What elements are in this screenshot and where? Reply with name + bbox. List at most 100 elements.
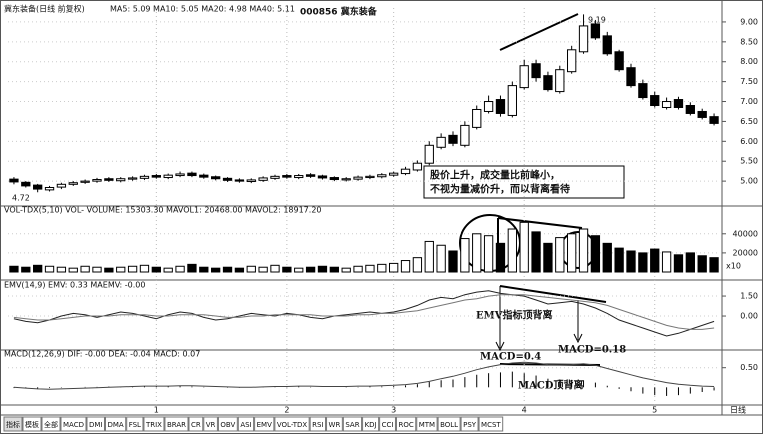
panel-title: MACD(12,26,9) DIF: -0.00 DEA: -0.04 MACD… xyxy=(4,350,200,359)
volume-bar xyxy=(104,267,114,273)
tab[interactable] xyxy=(460,416,479,432)
tab[interactable] xyxy=(22,416,42,432)
tab[interactable] xyxy=(416,416,438,432)
tab[interactable] xyxy=(41,416,61,432)
tab[interactable] xyxy=(254,416,275,432)
candle-body xyxy=(614,51,624,71)
tab[interactable] xyxy=(274,416,310,432)
candle-body xyxy=(709,116,719,124)
volume-bar xyxy=(436,244,446,273)
candle-body xyxy=(317,175,328,179)
tab-label[interactable]: CCI xyxy=(382,421,394,429)
volume-bar xyxy=(353,265,363,273)
tab[interactable] xyxy=(437,416,461,432)
volume-bar xyxy=(567,233,577,273)
candle-body xyxy=(661,101,672,108)
tab[interactable] xyxy=(188,416,204,432)
tab-label[interactable]: CR xyxy=(191,421,201,429)
tab[interactable] xyxy=(60,416,87,432)
tab-label[interactable]: ROC xyxy=(398,421,413,429)
tab-label[interactable]: MACD xyxy=(63,421,84,429)
tab[interactable] xyxy=(104,416,127,432)
volume-bar xyxy=(270,264,280,273)
tab-label[interactable]: ASI xyxy=(240,421,251,429)
volume-bar xyxy=(483,235,494,273)
tab[interactable] xyxy=(326,416,343,432)
y-tick-label: 9.00 xyxy=(740,17,758,26)
tab[interactable] xyxy=(217,416,238,432)
candle-body xyxy=(21,181,31,187)
period[interactable]: 日线 xyxy=(730,405,746,415)
tab[interactable] xyxy=(143,416,165,432)
tab[interactable] xyxy=(164,416,189,432)
y-tick-label: 5.00 xyxy=(740,177,758,186)
tab-label[interactable]: 指标 xyxy=(6,420,20,429)
tab-label[interactable]: FSL xyxy=(129,421,141,429)
tab-label[interactable]: OBV xyxy=(220,421,235,429)
tab-label[interactable]: PSY xyxy=(463,421,477,429)
tab-label[interactable]: DMA xyxy=(107,421,123,429)
tab-label[interactable]: 全部 xyxy=(44,420,58,429)
tab-label[interactable]: VOL-TDX xyxy=(277,421,308,429)
tab-label[interactable]: DMI xyxy=(89,421,103,429)
tab[interactable] xyxy=(237,416,255,432)
volume-bar xyxy=(294,267,304,273)
y-tick-label: 7.50 xyxy=(740,77,758,86)
tab[interactable] xyxy=(203,416,218,432)
arrow-head xyxy=(573,333,583,344)
candle-body xyxy=(389,172,399,176)
y-tick-label: 6.50 xyxy=(740,117,758,126)
candle-body xyxy=(673,99,684,108)
tab[interactable] xyxy=(3,416,23,432)
tab-label[interactable]: RSI xyxy=(312,421,323,429)
candle-body xyxy=(365,175,375,179)
volume-bar xyxy=(80,265,90,273)
tab[interactable] xyxy=(86,416,105,432)
volume-bar xyxy=(590,235,601,273)
tab-label[interactable]: EMV xyxy=(257,421,272,429)
candle-body xyxy=(151,175,161,178)
x-tick-label: 4 xyxy=(522,406,527,415)
tab-label[interactable]: TRIX xyxy=(145,421,162,429)
volume-bar xyxy=(389,262,399,273)
candle-body xyxy=(567,49,577,73)
volume-bar xyxy=(531,231,541,273)
tab[interactable] xyxy=(362,416,380,432)
tab[interactable] xyxy=(379,416,396,432)
tab[interactable] xyxy=(342,416,363,432)
y-tick-label: 7.00 xyxy=(740,97,758,106)
tab-label[interactable]: SAR xyxy=(345,421,359,429)
volume-bar xyxy=(9,265,19,273)
tab-label[interactable]: BRAR xyxy=(167,421,186,429)
candle-body xyxy=(163,174,173,179)
tab-label[interactable]: 模板 xyxy=(25,420,39,429)
tab-label[interactable]: KDJ xyxy=(365,421,377,429)
panel-title: EMV(14,9) EMV: 0.33 MAEMV: -0.00 xyxy=(4,281,146,290)
tab-label[interactable]: MTM xyxy=(419,421,435,429)
tab[interactable] xyxy=(309,416,327,432)
arrow-head xyxy=(495,341,505,352)
candle-body xyxy=(187,172,197,177)
candle-body xyxy=(270,175,280,179)
tab[interactable] xyxy=(126,416,144,432)
tab-label[interactable]: MCST xyxy=(481,421,501,429)
tab[interactable] xyxy=(478,416,504,432)
candle-body xyxy=(685,105,695,114)
tab-label[interactable]: BOLL xyxy=(440,421,458,429)
y-tick-label: 8.50 xyxy=(740,37,758,46)
candle-body xyxy=(246,179,256,183)
tab[interactable] xyxy=(395,416,417,432)
candle-body xyxy=(602,35,612,55)
candle-body xyxy=(258,177,268,181)
candle-body xyxy=(650,95,660,107)
candle-body xyxy=(472,108,482,128)
volume-circle xyxy=(559,231,597,269)
volume-bar xyxy=(626,250,636,273)
volume-bar xyxy=(495,242,506,273)
tab-label[interactable]: VR xyxy=(206,421,216,429)
volume-bar xyxy=(400,260,411,273)
volume-bar xyxy=(614,247,624,273)
x-tick-label: 1 xyxy=(154,406,159,415)
tab-label[interactable]: WR xyxy=(329,421,341,429)
